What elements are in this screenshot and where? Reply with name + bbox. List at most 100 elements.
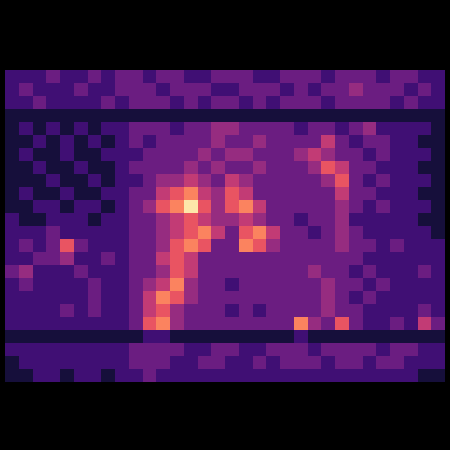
cell: [33, 356, 47, 370]
cell: [376, 291, 390, 305]
cell: [376, 174, 390, 188]
cell: [74, 291, 88, 305]
cell: [376, 161, 390, 175]
cell: [349, 213, 363, 227]
cell: [418, 83, 432, 97]
cell: [198, 343, 212, 357]
cell: [404, 291, 418, 305]
cell: [156, 252, 170, 266]
cell: [33, 70, 47, 84]
cell: [253, 148, 267, 162]
cell: [225, 96, 239, 110]
cell: [88, 304, 102, 318]
cell: [225, 122, 239, 136]
cell: [335, 70, 349, 84]
cell: [88, 226, 102, 240]
cell: [74, 369, 88, 382]
cell: [418, 135, 432, 149]
cell: [363, 278, 377, 292]
cell: [88, 70, 102, 84]
cell: [88, 239, 102, 253]
cell: [253, 252, 267, 266]
cell: [198, 70, 212, 84]
cell: [321, 70, 335, 84]
cell: [170, 135, 184, 149]
cell: [46, 304, 60, 318]
cell: [404, 70, 418, 84]
cell: [211, 369, 225, 382]
cell: [211, 252, 225, 266]
cell: [280, 148, 294, 162]
cell: [266, 356, 280, 370]
cell: [418, 265, 432, 279]
cell: [266, 213, 280, 227]
cell: [60, 70, 74, 84]
cell: [184, 239, 198, 253]
cell: [321, 226, 335, 240]
cell: [19, 161, 33, 175]
cell: [390, 343, 404, 357]
cell: [88, 161, 102, 175]
cell: [115, 239, 129, 253]
cell: [418, 330, 432, 344]
cell: [390, 200, 404, 214]
cell: [184, 122, 198, 136]
cell: [211, 122, 225, 136]
cell: [390, 226, 404, 240]
cell: [239, 369, 253, 382]
cell: [156, 226, 170, 240]
cell: [308, 291, 322, 305]
cell: [60, 161, 74, 175]
cell: [170, 356, 184, 370]
cell: [46, 161, 60, 175]
cell: [253, 122, 267, 136]
cell: [170, 291, 184, 305]
cell: [60, 174, 74, 188]
cell: [431, 317, 445, 331]
cell: [156, 122, 170, 136]
cell: [225, 343, 239, 357]
cell: [19, 278, 33, 292]
cell: [129, 174, 143, 188]
cell: [184, 70, 198, 84]
cell: [418, 187, 432, 201]
cell: [115, 213, 129, 227]
cell: [253, 330, 267, 344]
cell: [335, 369, 349, 382]
cell: [225, 70, 239, 84]
cell: [46, 330, 60, 344]
cell: [390, 317, 404, 331]
cell: [349, 291, 363, 305]
cell: [418, 343, 432, 357]
cell: [335, 291, 349, 305]
cell: [239, 135, 253, 149]
cell: [33, 226, 47, 240]
cell: [19, 226, 33, 240]
cell: [294, 369, 308, 382]
cell: [431, 200, 445, 214]
cell: [253, 226, 267, 240]
cell: [308, 83, 322, 97]
cell: [211, 304, 225, 318]
cell: [60, 278, 74, 292]
cell: [363, 330, 377, 344]
cell: [363, 70, 377, 84]
cell: [308, 226, 322, 240]
cell: [211, 187, 225, 201]
cell: [294, 135, 308, 149]
cell: [5, 239, 19, 253]
cell: [129, 265, 143, 279]
cell: [335, 148, 349, 162]
cell: [294, 278, 308, 292]
cell: [404, 239, 418, 253]
cell: [5, 148, 19, 162]
cell: [143, 213, 157, 227]
cell: [46, 369, 60, 382]
cell: [390, 174, 404, 188]
cell: [5, 122, 19, 136]
cell: [335, 83, 349, 97]
cell: [294, 330, 308, 344]
cell: [74, 174, 88, 188]
cell: [19, 109, 33, 123]
cell: [349, 96, 363, 110]
